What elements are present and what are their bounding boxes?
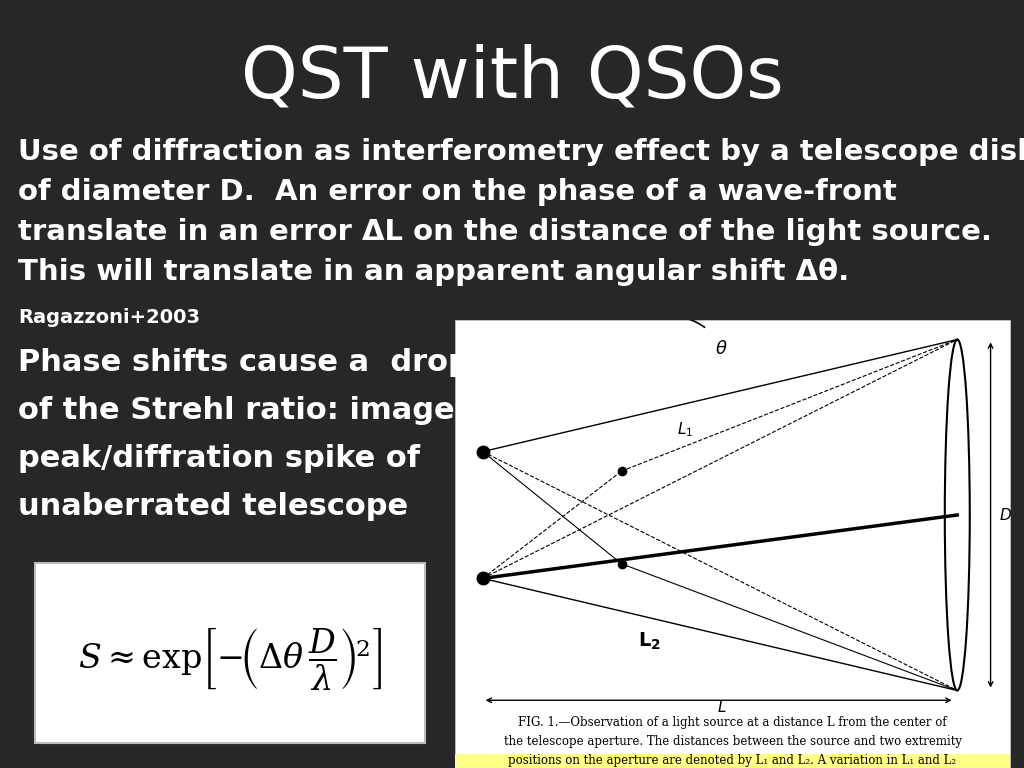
Text: $\theta$: $\theta$ — [715, 340, 728, 358]
Text: Phase shifts cause a  drop: Phase shifts cause a drop — [18, 348, 470, 377]
Text: unaberrated telescope: unaberrated telescope — [18, 492, 409, 521]
Text: $S \approx \exp\!\left[-\!\left(\Delta\theta\,\dfrac{D}{\lambda}\right)^{\!2}\ri: $S \approx \exp\!\left[-\!\left(\Delta\t… — [78, 624, 382, 691]
FancyBboxPatch shape — [455, 754, 1010, 768]
Text: FIG. 1.—Observation of a light source at a distance L from the center of: FIG. 1.—Observation of a light source at… — [518, 716, 947, 729]
Text: This will translate in an apparent angular shift Δθ.: This will translate in an apparent angul… — [18, 258, 849, 286]
Text: translate in an error ΔL on the distance of the light source.: translate in an error ΔL on the distance… — [18, 218, 992, 246]
Text: Use of diffraction as interferometry effect by a telescope dish: Use of diffraction as interferometry eff… — [18, 138, 1024, 166]
Text: of the Strehl ratio: image: of the Strehl ratio: image — [18, 396, 455, 425]
FancyBboxPatch shape — [455, 320, 1010, 768]
Text: $\mathbf{L_2}$: $\mathbf{L_2}$ — [638, 631, 660, 652]
Text: L: L — [717, 700, 726, 715]
Text: QST with QSOs: QST with QSOs — [241, 44, 783, 112]
Text: the telescope aperture. The distances between the source and two extremity: the telescope aperture. The distances be… — [504, 735, 962, 748]
Text: $L_1$: $L_1$ — [677, 420, 693, 439]
Text: of diameter D.  An error on the phase of a wave-front: of diameter D. An error on the phase of … — [18, 178, 897, 206]
FancyBboxPatch shape — [35, 563, 425, 743]
Text: positions on the aperture are denoted by L₁ and L₂. A variation in L₁ and L₂: positions on the aperture are denoted by… — [509, 754, 956, 767]
Text: D: D — [1000, 508, 1012, 522]
Text: peak/diffration spike of: peak/diffration spike of — [18, 444, 420, 473]
Text: Ragazzoni+2003: Ragazzoni+2003 — [18, 308, 200, 327]
